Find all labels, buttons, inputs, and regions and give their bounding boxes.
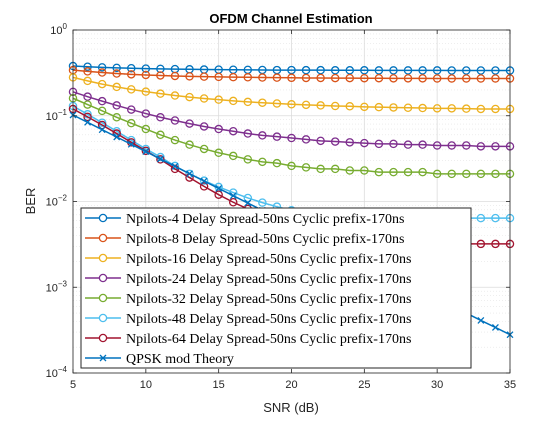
- legend-marker: [99, 314, 106, 321]
- legend-entry: Npilots-24 Delay Spread-50ns Cyclic pref…: [85, 272, 411, 287]
- x-tick-label: 25: [358, 379, 370, 391]
- legend-label: Npilots-24 Delay Spread-50ns Cyclic pref…: [126, 272, 411, 287]
- legend-marker: [99, 274, 106, 281]
- legend-entry: Npilots-32 Delay Spread-50ns Cyclic pref…: [85, 292, 411, 307]
- legend-label: Npilots-64 Delay Spread-50ns Cyclic pref…: [126, 332, 411, 347]
- x-tick-label: 30: [431, 379, 443, 391]
- x-axis-label: SNR (dB): [263, 400, 319, 415]
- legend-label: QPSK mod Theory: [126, 352, 234, 367]
- legend-label: Npilots-8 Delay Spread-50ns Cyclic prefi…: [126, 232, 404, 247]
- x-tick-label: 20: [285, 379, 297, 391]
- x-tick-label: 35: [504, 379, 516, 391]
- legend-marker: [99, 294, 106, 301]
- legend-entry: Npilots-8 Delay Spread-50ns Cyclic prefi…: [85, 232, 404, 247]
- legend-label: Npilots-32 Delay Spread-50ns Cyclic pref…: [126, 292, 411, 307]
- legend-label: Npilots-4 Delay Spread-50ns Cyclic prefi…: [126, 212, 404, 227]
- y-axis-label: BER: [23, 188, 38, 215]
- legend-entry: Npilots-4 Delay Spread-50ns Cyclic prefi…: [85, 212, 404, 227]
- legend-label: Npilots-48 Delay Spread-50ns Cyclic pref…: [126, 312, 411, 327]
- legend-marker: [99, 214, 106, 221]
- legend-label: Npilots-16 Delay Spread-50ns Cyclic pref…: [126, 252, 411, 267]
- x-tick-label: 5: [70, 379, 76, 391]
- legend-marker: [99, 234, 106, 241]
- legend-entry: Npilots-48 Delay Spread-50ns Cyclic pref…: [85, 312, 411, 327]
- x-tick-label: 15: [213, 379, 225, 391]
- legend-entry: Npilots-64 Delay Spread-50ns Cyclic pref…: [85, 332, 411, 347]
- legend-entry: Npilots-16 Delay Spread-50ns Cyclic pref…: [85, 252, 411, 267]
- legend-marker: [99, 254, 106, 261]
- legend: Npilots-4 Delay Spread-50ns Cyclic prefi…: [81, 208, 471, 368]
- chart-title: OFDM Channel Estimation: [209, 11, 372, 26]
- x-tick-label: 10: [140, 379, 152, 391]
- legend-marker: [99, 334, 106, 341]
